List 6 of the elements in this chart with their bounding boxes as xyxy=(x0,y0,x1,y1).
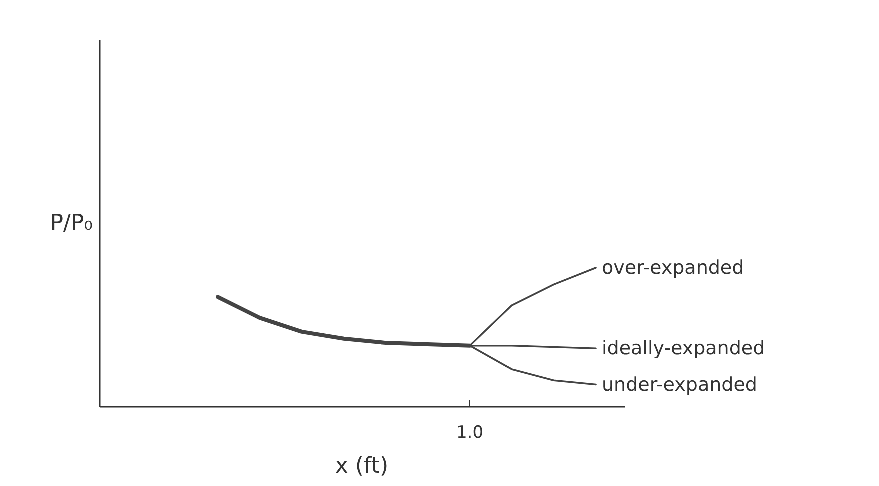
text: 1.0 xyxy=(456,423,484,443)
series-label: ideally-expanded xyxy=(602,338,766,360)
series-label: over-expanded xyxy=(602,257,744,279)
y-axis-title: P/P₀ xyxy=(50,211,94,236)
series-label: under-expanded xyxy=(602,374,758,396)
x-axis-title: x (ft) xyxy=(335,454,389,479)
